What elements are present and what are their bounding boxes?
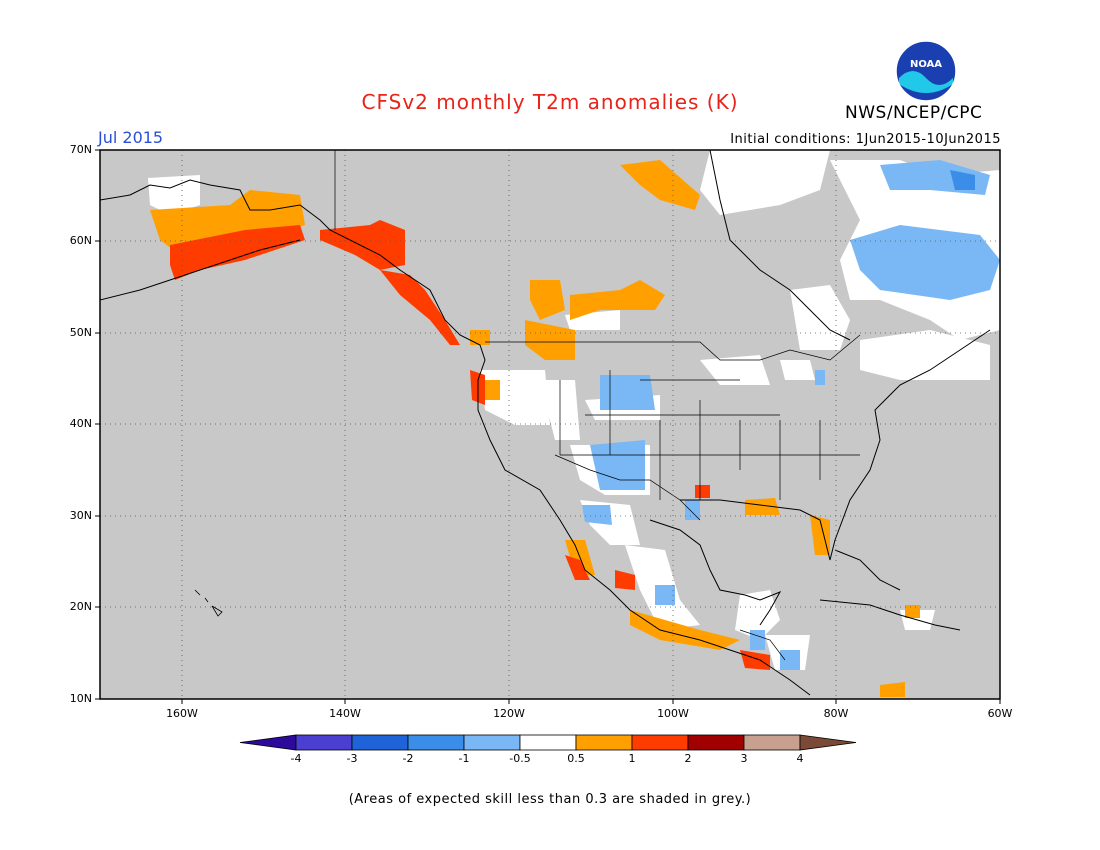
lat-label-20n: 20N [69, 600, 92, 613]
initial-conditions: Initial conditions: 1Jun2015-10Jun2015 [730, 132, 1001, 147]
skill-footnote: (Areas of expected skill less than 0.3 a… [348, 792, 752, 807]
axis-ticks [95, 149, 1001, 704]
agency-label: NWS/NCEP/CPC [845, 103, 983, 123]
colorbar-label: 3 [740, 752, 748, 765]
moderate-cool-regions [950, 170, 975, 190]
colorbar-arrow-min [239, 734, 297, 751]
lat-label-60n: 60N [69, 234, 92, 247]
colorbar-swatch [463, 734, 521, 751]
hawaii-islands [194, 589, 223, 617]
colorbar-label: -3 [346, 752, 358, 765]
lon-label-160w: 160W [166, 707, 198, 720]
coastlines [100, 150, 991, 696]
cool-anomaly-regions [582, 160, 1000, 670]
colorbar-swatch [519, 734, 577, 751]
graticule [100, 150, 1000, 699]
colorbar-swatch [407, 734, 465, 751]
colorbar-swatch [687, 734, 745, 751]
colorbar-swatch [631, 734, 689, 751]
colorbar-label: 4 [796, 752, 804, 765]
colorbar-label: 0.5 [567, 752, 585, 765]
colorbar-label: -2 [402, 752, 414, 765]
colorbar-label: -0.5 [509, 752, 531, 765]
political-borders [334, 150, 861, 661]
colorbar-arrow-max [799, 734, 857, 751]
colorbar-swatch [743, 734, 801, 751]
lat-label-50n: 50N [69, 326, 92, 339]
noaa-logo-icon: NOAA [895, 40, 957, 102]
colorbar-swatch [351, 734, 409, 751]
lon-label-120w: 120W [493, 707, 525, 720]
colorbar-label: 1 [628, 752, 636, 765]
logo-text: NOAA [910, 59, 942, 70]
colorbar-label: -1 [458, 752, 470, 765]
lon-label-100w: 100W [657, 707, 689, 720]
lon-label-140w: 140W [329, 707, 361, 720]
lon-label-80w: 80W [823, 707, 849, 720]
chart-title: CFSv2 monthly T2m anomalies (K) [361, 90, 739, 114]
colorbar-swatch [575, 734, 633, 751]
lat-label-70n: 70N [69, 143, 92, 156]
colorbar-swatch [295, 734, 353, 751]
lat-label-40n: 40N [69, 417, 92, 430]
lat-label-10n: 10N [69, 692, 92, 705]
colorbar-label: -4 [290, 752, 302, 765]
lon-label-60w: 60W [987, 707, 1013, 720]
lat-label-30n: 30N [69, 509, 92, 522]
forecast-month: Jul 2015 [98, 128, 164, 147]
colorbar-label: 2 [684, 752, 692, 765]
